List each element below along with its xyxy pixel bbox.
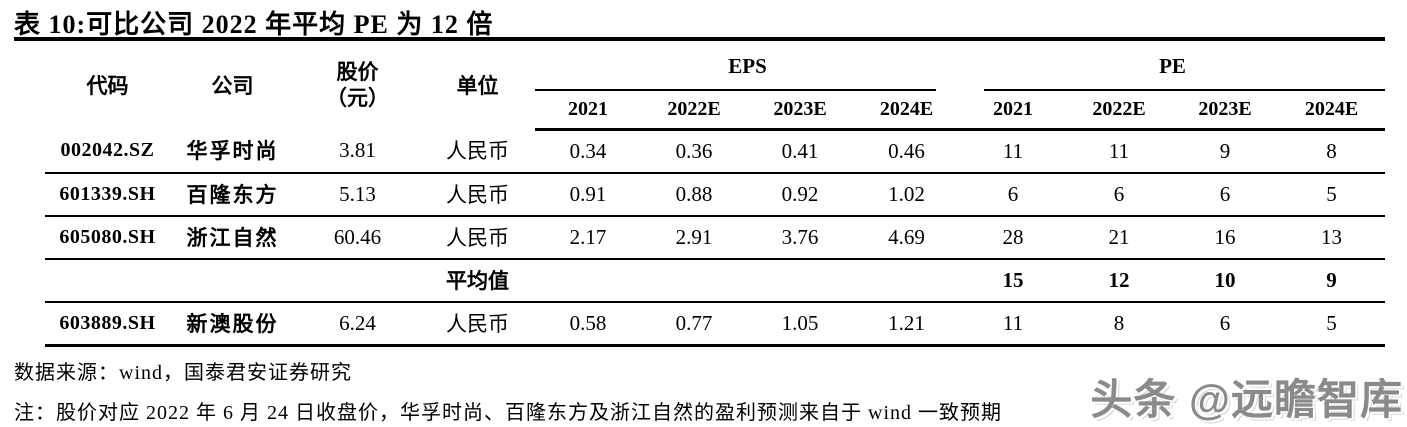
table-row-bailong: 601339.SH 百隆东方 5.13 人民币 0.91 0.88 0.92 1… xyxy=(45,172,1386,217)
header-code: 代码 xyxy=(86,74,129,98)
header-price-line2: （元） xyxy=(326,86,389,110)
company-cell: 华孚时尚 xyxy=(170,129,295,174)
pe-value-cell: 11 xyxy=(960,301,1067,347)
header-price: 股价 （元） xyxy=(295,41,420,129)
pe-value-cell: 9 xyxy=(1172,129,1279,174)
empty-cell xyxy=(747,258,853,303)
pe-value-cell: 28 xyxy=(960,215,1067,260)
pe-value-cell: 6 xyxy=(1066,172,1173,217)
company-cell: 新澳股份 xyxy=(170,301,295,347)
eps-value-cell: 0.92 xyxy=(747,172,853,217)
average-label-cell: 平均值 xyxy=(420,258,535,303)
data-source-text: 数据来源：wind，国泰君安证券研究 xyxy=(14,362,352,384)
eps-value-cell: 0.34 xyxy=(535,129,641,174)
header-pe-year: 2024E xyxy=(1278,91,1386,131)
empty-cell xyxy=(535,258,641,303)
eps-value-cell: 2.91 xyxy=(641,215,747,260)
pe-value-cell: 6 xyxy=(1172,301,1279,347)
unit-cell: 人民币 xyxy=(420,215,535,260)
eps-value-cell: 1.02 xyxy=(853,172,961,217)
pe-group-label: PE xyxy=(1159,53,1186,78)
table-row-xinao: 603889.SH 新澳股份 6.24 人民币 0.58 0.77 1.05 1… xyxy=(45,301,1386,347)
empty-cell xyxy=(853,258,961,303)
eps-value-cell: 1.05 xyxy=(747,301,853,347)
table-row-huafu: 002042.SZ 华孚时尚 3.81 人民币 0.34 0.36 0.41 0… xyxy=(45,129,1386,174)
eps-value-cell: 0.36 xyxy=(641,129,747,174)
header-eps-year: 2022E xyxy=(641,91,747,131)
footnote-text: 注：股价对应 2022 年 6 月 24 日收盘价，华孚时尚、百隆东方及浙江自然… xyxy=(14,402,1002,424)
price-cell: 5.13 xyxy=(295,172,420,217)
header-group-row: 代码 公司 股价 （元） 单位 EPS PE xyxy=(45,41,1386,110)
pe-average-cell: 15 xyxy=(960,258,1067,303)
eps-value-cell: 4.69 xyxy=(853,215,961,260)
pe-value-cell: 16 xyxy=(1172,215,1279,260)
header-year-row: 2021 2022E 2023E 2024E 2021 2022E 2023E … xyxy=(45,91,1386,131)
pe-value-cell: 11 xyxy=(960,129,1067,174)
pe-average-cell: 10 xyxy=(1172,258,1279,303)
empty-cell xyxy=(45,258,170,303)
comparable-companies-table: 代码 公司 股价 （元） 单位 EPS PE 2021 2022E xyxy=(45,41,1386,347)
table-row-zhejiang: 605080.SH 浙江自然 60.46 人民币 2.17 2.91 3.76 … xyxy=(45,215,1386,260)
pe-value-cell: 5 xyxy=(1278,301,1386,347)
eps-value-cell: 2.17 xyxy=(535,215,641,260)
header-eps-year: 2023E xyxy=(747,91,853,131)
unit-cell: 人民币 xyxy=(420,301,535,347)
pe-value-cell: 8 xyxy=(1278,129,1386,174)
eps-value-cell: 0.77 xyxy=(641,301,747,347)
pe-value-cell: 13 xyxy=(1278,215,1386,260)
pe-value-cell: 8 xyxy=(1066,301,1173,347)
eps-value-cell: 0.58 xyxy=(535,301,641,347)
eps-value-cell: 1.21 xyxy=(853,301,961,347)
company-cell: 浙江自然 xyxy=(170,215,295,260)
code-cell: 603889.SH xyxy=(45,301,170,347)
unit-cell: 人民币 xyxy=(420,129,535,174)
table-row-average: 平均值 15 12 10 9 xyxy=(45,258,1386,303)
watermark: 头条 @远瞻智库 xyxy=(1090,376,1403,423)
eps-value-cell: 0.46 xyxy=(853,129,961,174)
unit-cell: 人民币 xyxy=(420,172,535,217)
price-cell: 60.46 xyxy=(295,215,420,260)
empty-cell xyxy=(641,258,747,303)
eps-value-cell: 0.88 xyxy=(641,172,747,217)
company-cell: 百隆东方 xyxy=(170,172,295,217)
eps-value-cell: 0.91 xyxy=(535,172,641,217)
table-header: 代码 公司 股价 （元） 单位 EPS PE 2021 2022E xyxy=(45,41,1386,131)
header-eps-year: 2024E xyxy=(853,91,961,131)
header-pe-year: 2023E xyxy=(1172,91,1279,131)
header-price-line1: 股价 xyxy=(336,59,379,84)
empty-cell xyxy=(170,258,295,303)
header-eps-year: 2021 xyxy=(535,91,641,131)
eps-value-cell: 0.41 xyxy=(747,129,853,174)
header-eps-group: EPS xyxy=(535,41,960,91)
eps-value-cell: 3.76 xyxy=(747,215,853,260)
code-cell: 601339.SH xyxy=(45,172,170,217)
table-body: 002042.SZ 华孚时尚 3.81 人民币 0.34 0.36 0.41 0… xyxy=(45,129,1386,347)
pe-group-underline xyxy=(984,89,1386,91)
price-cell: 3.81 xyxy=(295,129,420,174)
eps-group-underline xyxy=(535,89,937,91)
header-pe-year: 2021 xyxy=(960,91,1067,131)
header-company: 公司 xyxy=(211,74,254,98)
pe-average-cell: 9 xyxy=(1278,258,1386,303)
pe-average-cell: 12 xyxy=(1066,258,1173,303)
pe-value-cell: 21 xyxy=(1066,215,1173,260)
eps-group-label: EPS xyxy=(728,53,767,78)
title-divider xyxy=(14,37,1385,41)
header-pe-group: PE xyxy=(960,41,1386,91)
code-cell: 605080.SH xyxy=(45,215,170,260)
price-cell: 6.24 xyxy=(295,301,420,347)
empty-cell xyxy=(295,258,420,303)
pe-value-cell: 6 xyxy=(1172,172,1279,217)
pe-value-cell: 11 xyxy=(1066,129,1173,174)
header-pe-year: 2022E xyxy=(1066,91,1173,131)
code-cell: 002042.SZ xyxy=(45,129,170,174)
pe-value-cell: 5 xyxy=(1278,172,1386,217)
header-unit: 单位 xyxy=(456,74,499,98)
table-title: 表 10:可比公司 2022 年平均 PE 为 12 倍 xyxy=(14,10,494,39)
pe-value-cell: 6 xyxy=(960,172,1067,217)
